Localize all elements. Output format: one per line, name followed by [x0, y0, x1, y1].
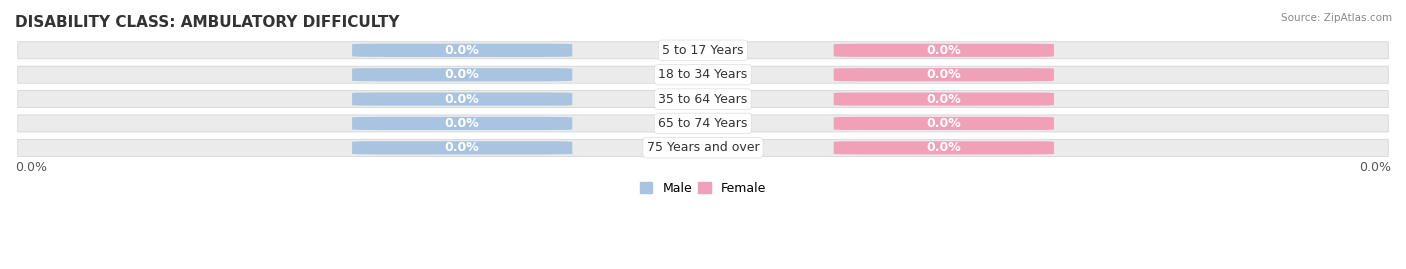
FancyBboxPatch shape [18, 42, 1388, 59]
Text: 5 to 17 Years: 5 to 17 Years [662, 44, 744, 57]
FancyBboxPatch shape [18, 115, 1388, 132]
Text: 0.0%: 0.0% [444, 68, 479, 81]
Text: DISABILITY CLASS: AMBULATORY DIFFICULTY: DISABILITY CLASS: AMBULATORY DIFFICULTY [15, 15, 399, 30]
FancyBboxPatch shape [18, 91, 1388, 108]
FancyBboxPatch shape [352, 44, 572, 57]
Text: 0.0%: 0.0% [927, 117, 962, 130]
FancyBboxPatch shape [834, 141, 1054, 154]
FancyBboxPatch shape [834, 117, 1054, 130]
Text: 75 Years and over: 75 Years and over [647, 141, 759, 154]
Text: 0.0%: 0.0% [444, 141, 479, 154]
Text: 0.0%: 0.0% [1360, 161, 1391, 174]
Text: 18 to 34 Years: 18 to 34 Years [658, 68, 748, 81]
FancyBboxPatch shape [834, 44, 1054, 57]
FancyBboxPatch shape [352, 68, 572, 81]
Text: 0.0%: 0.0% [927, 141, 962, 154]
Text: 35 to 64 Years: 35 to 64 Years [658, 93, 748, 105]
FancyBboxPatch shape [352, 117, 572, 130]
FancyBboxPatch shape [352, 141, 572, 154]
Text: 0.0%: 0.0% [15, 161, 46, 174]
FancyBboxPatch shape [18, 66, 1388, 83]
Text: Source: ZipAtlas.com: Source: ZipAtlas.com [1281, 13, 1392, 23]
Text: 0.0%: 0.0% [444, 44, 479, 57]
Text: 0.0%: 0.0% [444, 93, 479, 105]
FancyBboxPatch shape [834, 68, 1054, 81]
Text: 0.0%: 0.0% [444, 117, 479, 130]
Legend: Male, Female: Male, Female [636, 177, 770, 200]
FancyBboxPatch shape [834, 93, 1054, 106]
FancyBboxPatch shape [18, 139, 1388, 156]
Text: 0.0%: 0.0% [927, 93, 962, 105]
Text: 65 to 74 Years: 65 to 74 Years [658, 117, 748, 130]
Text: 0.0%: 0.0% [927, 68, 962, 81]
Text: 0.0%: 0.0% [927, 44, 962, 57]
FancyBboxPatch shape [352, 93, 572, 106]
